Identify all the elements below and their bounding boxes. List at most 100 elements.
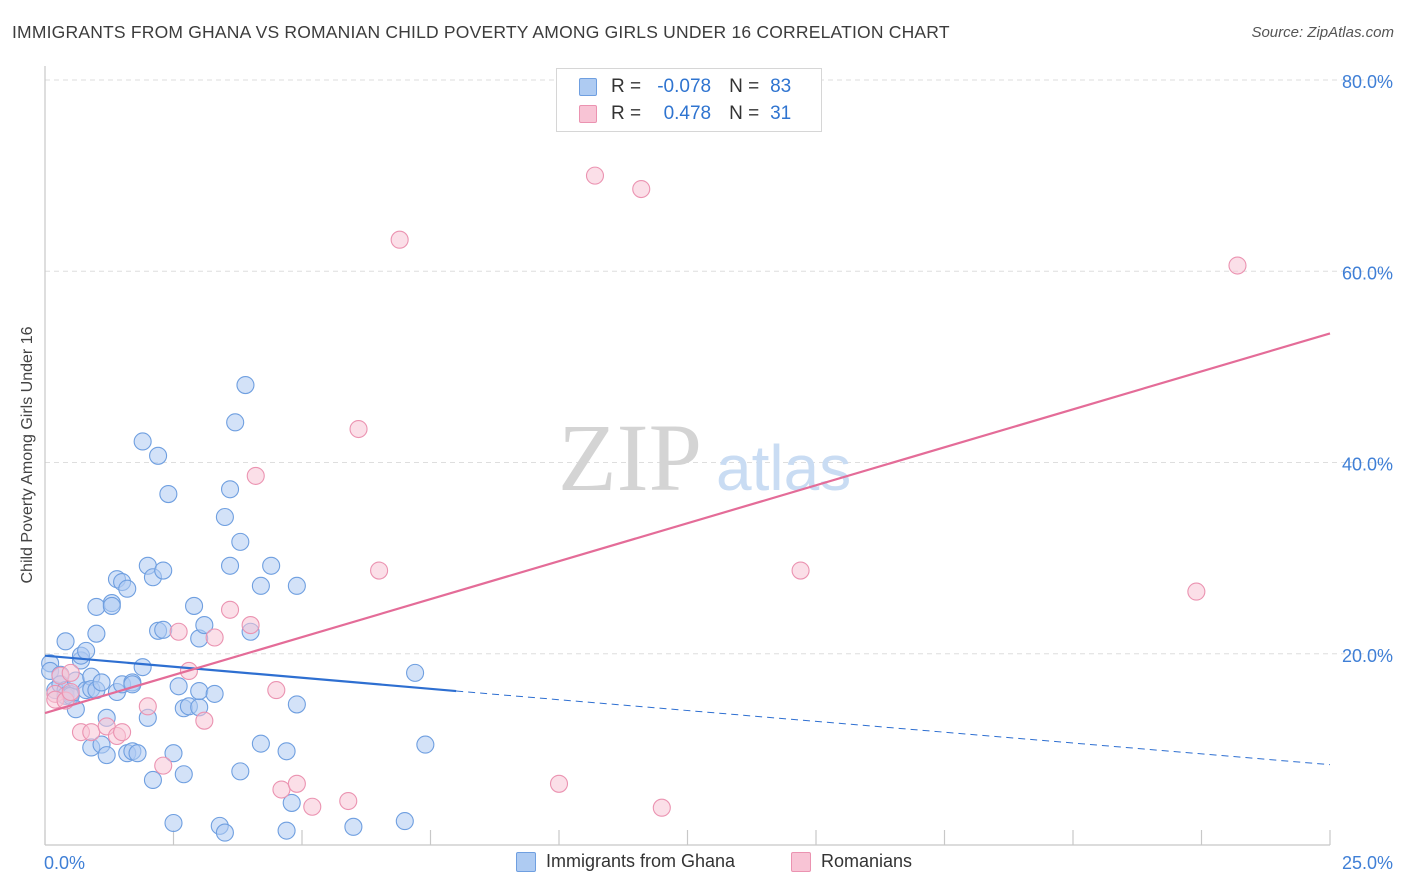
- data-point-ghana: [190, 681, 209, 701]
- data-point-ghana: [231, 762, 250, 781]
- data-point-romanians: [339, 791, 358, 811]
- data-point-ghana: [87, 624, 106, 643]
- legend-label-romanians: Romanians: [821, 851, 913, 871]
- legend-swatch-romanians: [579, 105, 597, 123]
- data-point-ghana: [251, 576, 270, 595]
- series-romanians: [46, 166, 1247, 817]
- data-point-romanians: [61, 682, 80, 702]
- data-point-ghana: [164, 744, 183, 763]
- y-tick-label: 80.0%: [1342, 72, 1393, 92]
- data-point-ghana: [174, 765, 193, 784]
- legend-swatch-ghana: [516, 851, 536, 872]
- data-point-ghana: [118, 579, 137, 598]
- data-point-ghana: [143, 770, 162, 790]
- data-point-ghana: [169, 677, 188, 696]
- watermark-zip: ZIP: [558, 404, 702, 511]
- data-point-romanians: [267, 681, 286, 700]
- data-point-ghana: [277, 821, 296, 840]
- data-point-ghana: [406, 663, 425, 682]
- data-point-romanians: [220, 600, 240, 619]
- tick-labels: 20.0% 40.0% 60.0% 80.0% 0.0% 25.0%: [44, 72, 1393, 873]
- series-legend: Immigrants from Ghana Romanians: [0, 851, 1406, 877]
- data-point-ghana: [128, 744, 147, 763]
- data-point-romanians: [585, 166, 605, 185]
- legend-r-label: R =: [611, 76, 642, 97]
- data-point-romanians: [1228, 256, 1247, 275]
- legend-n-value: 31: [770, 103, 792, 124]
- data-point-ghana: [87, 597, 106, 616]
- y-tick-label: 60.0%: [1342, 263, 1393, 283]
- data-point-romanians: [195, 711, 214, 730]
- legend-n-label: N =: [729, 103, 760, 124]
- watermark-atlas: atlas: [716, 432, 851, 504]
- data-point-ghana: [133, 658, 152, 677]
- legend-item-ghana[interactable]: Immigrants from Ghana: [516, 851, 735, 872]
- data-point-ghana: [164, 813, 183, 833]
- data-point-ghana: [92, 673, 111, 692]
- data-point-romanians: [138, 697, 157, 716]
- trend-line-ghana: [44, 654, 457, 693]
- legend-r-value: 0.478: [663, 103, 712, 124]
- trend-lines: [44, 332, 1331, 766]
- data-point-romanians: [272, 780, 291, 799]
- data-point-ghana: [205, 684, 224, 703]
- axes: [44, 66, 1331, 846]
- y-axis-label: Child Poverty Among Girls Under 16: [19, 326, 36, 584]
- data-point-romanians: [82, 723, 101, 742]
- data-point-ghana: [97, 746, 116, 765]
- grid-lines: [45, 79, 1393, 655]
- data-point-ghana: [416, 735, 435, 754]
- data-point-ghana: [282, 793, 301, 812]
- data-point-ghana: [215, 823, 234, 842]
- legend-item-romanians[interactable]: Romanians: [791, 851, 912, 872]
- legend-row-ghana: R = -0.078 N = 83: [579, 75, 791, 99]
- data-point-romanians: [154, 756, 173, 775]
- series-immigrants-from-ghana: [41, 375, 435, 842]
- data-point-ghana: [77, 641, 96, 660]
- data-point-ghana: [159, 485, 178, 504]
- data-point-ghana: [251, 734, 270, 753]
- trend-line-ghana-extension: [456, 690, 1331, 766]
- legend-label-ghana: Immigrants from Ghana: [546, 851, 736, 871]
- data-point-ghana: [195, 616, 214, 635]
- data-point-ghana: [149, 446, 168, 465]
- data-point-ghana: [287, 576, 306, 595]
- data-point-romanians: [113, 723, 132, 742]
- data-point-romanians: [303, 797, 322, 816]
- data-point-romanians: [1187, 582, 1206, 601]
- y-tick-label: 40.0%: [1342, 455, 1393, 475]
- trend-line-romanians: [44, 332, 1331, 715]
- data-point-romanians: [241, 616, 260, 635]
- data-point-ghana: [133, 432, 152, 451]
- data-point-ghana: [220, 556, 240, 575]
- x-tick-label: 0.0%: [44, 853, 85, 873]
- x-tick-label: 25.0%: [1342, 853, 1393, 873]
- data-point-romanians: [390, 230, 409, 249]
- data-point-romanians: [287, 774, 306, 793]
- data-point-romanians: [169, 622, 188, 641]
- data-point-ghana: [154, 620, 173, 639]
- data-point-ghana: [344, 817, 363, 836]
- data-point-ghana: [220, 480, 240, 499]
- legend-r-value: -0.078: [657, 76, 712, 97]
- legend-swatch-ghana: [579, 78, 597, 96]
- legend-n-value: 83: [770, 76, 792, 97]
- y-tick-label: 20.0%: [1342, 646, 1393, 666]
- data-point-romanians: [246, 466, 265, 485]
- data-point-ghana: [262, 556, 281, 575]
- legend-swatch-romanians: [791, 851, 811, 872]
- data-point-romanians: [370, 561, 389, 580]
- data-point-romanians: [549, 774, 569, 793]
- legend-row-romanians: R = 0.478 N = 31: [579, 102, 791, 126]
- data-point-ghana: [215, 507, 234, 527]
- data-point-ghana: [277, 742, 296, 761]
- chart-title: IMMIGRANTS FROM GHANA VS ROMANIAN CHILD …: [12, 22, 950, 42]
- data-point-ghana: [56, 632, 75, 651]
- legend-r-label: R =: [611, 103, 642, 124]
- legend-n-label: N =: [729, 76, 760, 97]
- data-point-ghana: [102, 596, 121, 615]
- data-point-romanians: [349, 419, 368, 439]
- data-point-romanians: [652, 798, 671, 817]
- data-point-ghana: [154, 561, 173, 580]
